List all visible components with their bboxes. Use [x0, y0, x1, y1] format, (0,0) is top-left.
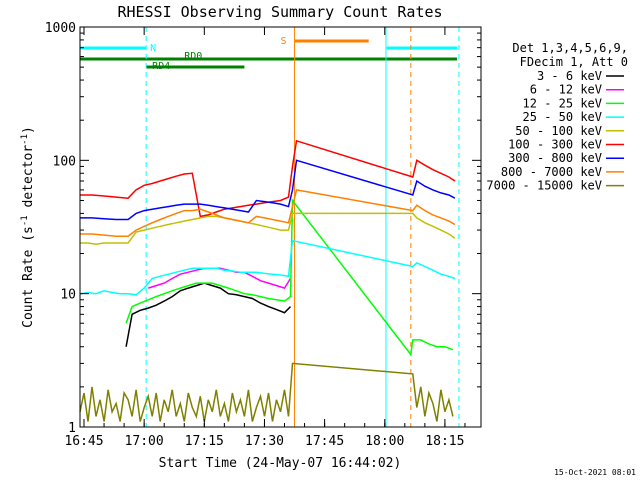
y-tick-label-0: 1: [68, 421, 76, 436]
series-line-4: [80, 212, 456, 245]
legend-label-3: 25 - 50 keV: [523, 110, 602, 124]
series-line-5: [80, 139, 456, 218]
series-line-2: [125, 198, 454, 357]
series-line-1: [147, 267, 292, 289]
x-tick-label-0: 16:45: [64, 434, 103, 449]
timestamp: 15-Oct-2021 08:01: [554, 468, 636, 477]
legend: Det 1,3,4,5,6,9,FDecim 1, Att 03 - 6 keV…: [486, 41, 628, 193]
series-line-6: [80, 159, 456, 221]
legend-label-7: 800 - 7000 keV: [501, 165, 602, 179]
y-axis-label: Count Rate (s-1 detector-1): [20, 126, 36, 328]
series-line-8: [79, 362, 454, 422]
legend-label-4: 50 - 100 keV: [515, 124, 602, 138]
legend-label-0: 3 - 6 keV: [537, 69, 602, 83]
legend-label-6: 300 - 800 keV: [508, 151, 602, 165]
legend-label-5: 100 - 300 keV: [508, 138, 602, 152]
x-tick-label-3: 17:30: [245, 434, 284, 449]
x-tick-label-5: 18:00: [365, 434, 404, 449]
legend-label-8: 7000 - 15000 keV: [486, 179, 602, 193]
x-axis-label: Start Time (24-May-07 16:44:02): [159, 456, 402, 471]
rd4-flag-label: RD4: [152, 61, 170, 72]
x-tick-label-1: 17:00: [125, 434, 164, 449]
x-tick-label-2: 17:15: [185, 434, 224, 449]
plot-frame: [79, 26, 482, 428]
legend-label-1: 6 - 12 keV: [530, 83, 602, 97]
saa-flag-label: S: [281, 36, 287, 47]
plot-area: N S RD0 RD4: [79, 27, 460, 427]
rd0-flag-label: RD0: [184, 51, 202, 62]
y-tick-label-1: 10: [60, 288, 76, 303]
series-line-3: [79, 239, 456, 296]
legend-header-0: Det 1,3,4,5,6,9,: [512, 41, 628, 55]
y-tick-label-3: 1000: [45, 21, 76, 36]
chart-title: RHESSI Observing Summary Count Rates: [117, 3, 442, 21]
axis-ticks: 16:45 17:00 17:15 17:30 17:45 18:00 18:15 1 10 10…: [45, 21, 481, 449]
x-tick-label-4: 17:45: [305, 434, 344, 449]
y-tick-label-2: 100: [53, 154, 76, 169]
x-tick-label-6: 18:15: [425, 434, 464, 449]
legend-label-2: 12 - 25 keV: [523, 96, 602, 110]
legend-header-1: FDecim 1, Att 0: [520, 55, 628, 69]
series-line-7: [80, 189, 456, 237]
night-flag-label: N: [150, 43, 156, 54]
series-line-0: [125, 282, 292, 347]
